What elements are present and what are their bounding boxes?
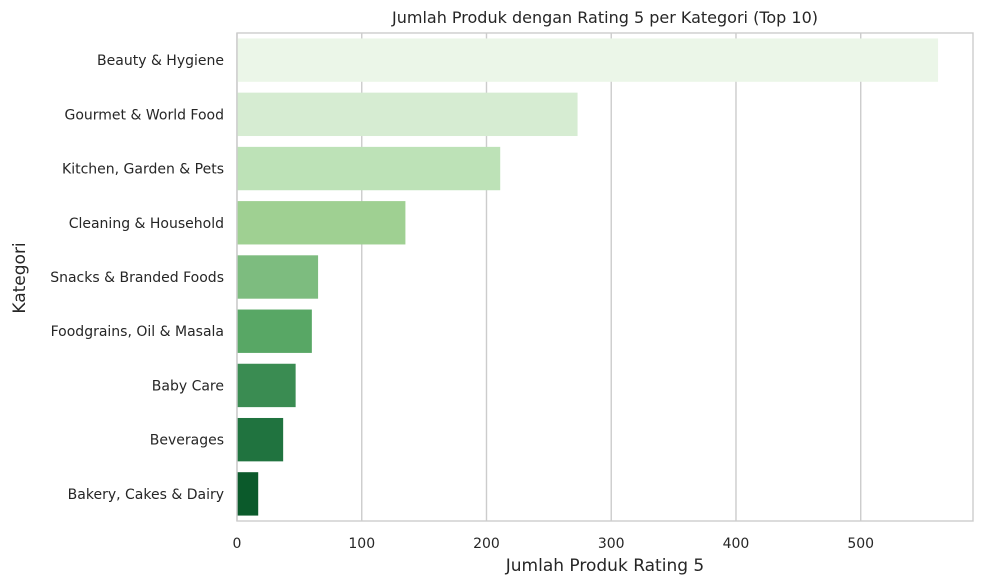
bar — [237, 146, 501, 191]
x-tick-label: 500 — [847, 536, 874, 552]
y-tick-label: Gourmet & World Food — [65, 107, 225, 123]
y-tick-label: Bakery, Cakes & Dairy — [68, 487, 224, 503]
bar — [237, 363, 296, 408]
x-tick-labels: 0 100 200 300 400 500 — [233, 536, 875, 552]
bar — [237, 417, 284, 462]
bar — [237, 309, 312, 353]
y-tick-label: Cleaning & Household — [69, 216, 224, 232]
bar — [237, 201, 406, 245]
y-tick-label: Kitchen, Garden & Pets — [62, 162, 224, 178]
y-tick-label: Baby Care — [152, 378, 224, 394]
bar — [237, 472, 259, 516]
y-tick-label: Snacks & Branded Foods — [50, 270, 224, 286]
bar — [237, 92, 578, 137]
y-tick-label: Beauty & Hygiene — [97, 53, 224, 69]
y-axis-label: Kategori — [10, 242, 30, 313]
y-tick-label: Foodgrains, Oil & Masala — [51, 324, 224, 340]
x-tick-label: 300 — [598, 536, 625, 552]
y-tick-labels: Beauty & Hygiene Gourmet & World Food Kitc… — [50, 53, 224, 503]
bar — [237, 38, 939, 82]
x-axis-label: Jumlah Produk Rating 5 — [505, 556, 704, 576]
x-tick-label: 0 — [233, 536, 242, 552]
x-tick-label: 100 — [348, 536, 375, 552]
chart-title: Jumlah Produk dengan Rating 5 per Katego… — [391, 8, 818, 27]
bar — [237, 255, 319, 299]
x-tick-label: 200 — [473, 536, 500, 552]
axes-frame — [236, 32, 974, 522]
x-tick-label: 400 — [723, 536, 750, 552]
y-tick-label: Beverages — [150, 433, 224, 449]
bars — [237, 38, 939, 516]
